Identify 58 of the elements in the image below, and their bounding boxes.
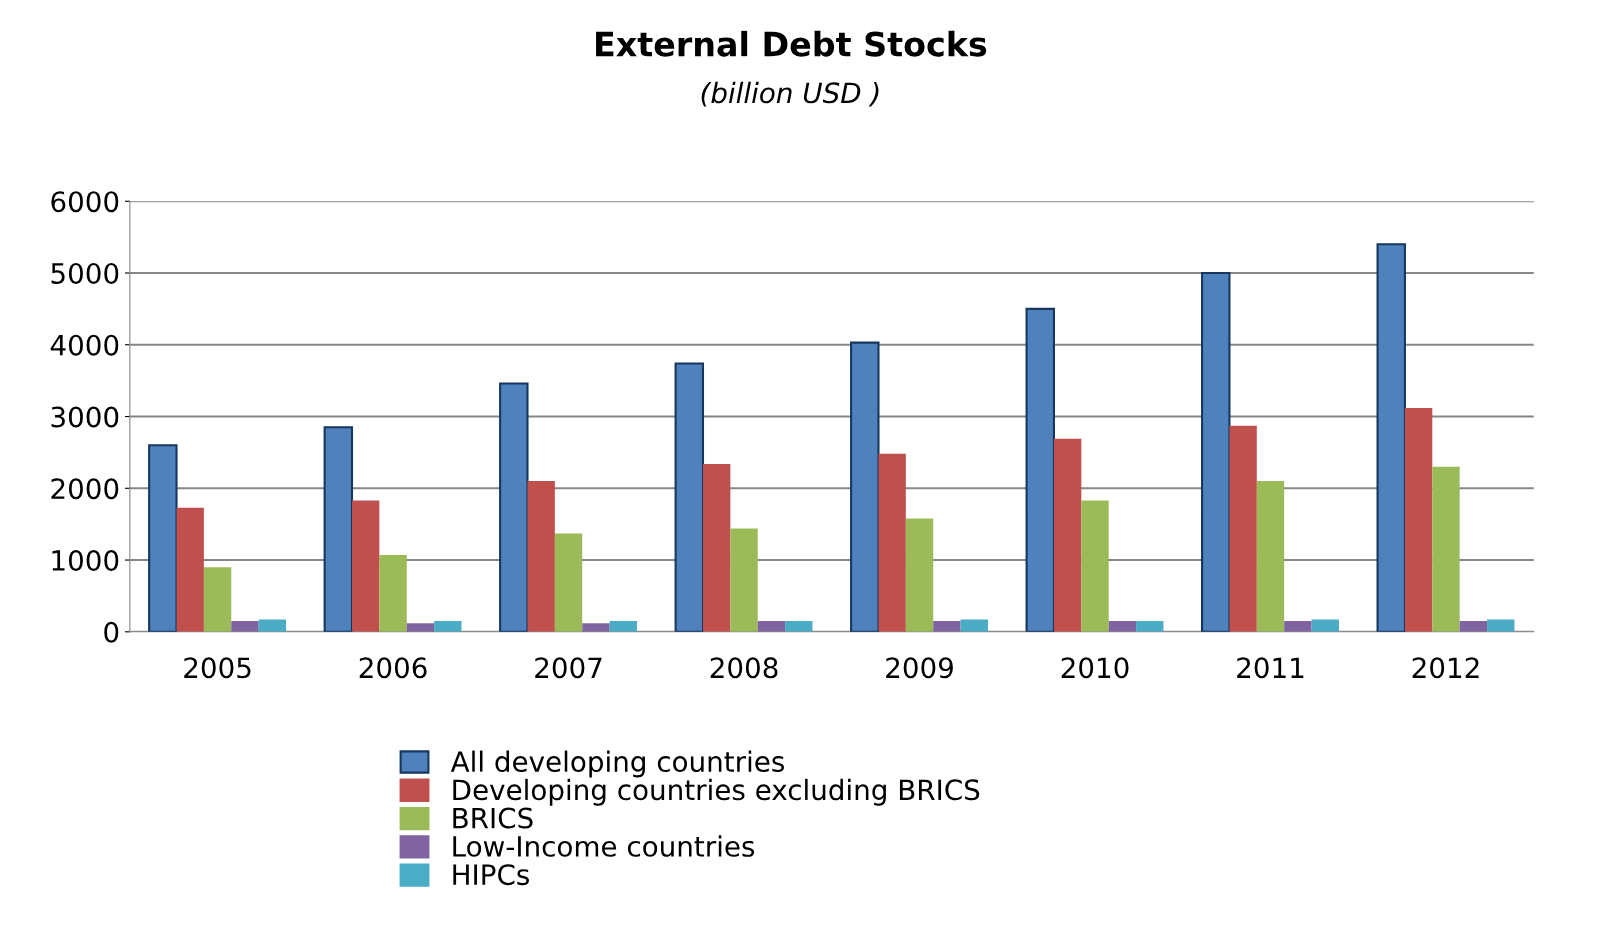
legend-label: Low-Income countries: [453, 835, 755, 857]
bar: [1201, 271, 1231, 632]
x-tick-label: 2008: [710, 657, 778, 679]
legend-label: HIPCs: [453, 864, 529, 886]
x-tick-label: 2009: [886, 657, 953, 679]
bar: [1459, 621, 1488, 632]
bar: [406, 623, 435, 632]
bar: [933, 621, 961, 632]
bar: [1404, 407, 1433, 632]
bar: [850, 341, 880, 632]
bar: [1053, 438, 1082, 632]
bar: [609, 621, 637, 632]
bar: [203, 567, 232, 632]
bar: [1284, 621, 1312, 632]
bar: [1025, 307, 1055, 632]
bar: [379, 555, 407, 632]
bar: [730, 528, 758, 632]
bar: [231, 621, 259, 632]
x-tick-label: 2010: [1061, 657, 1129, 679]
bar: [785, 621, 813, 632]
chart-title: External Debt Stocks: [596, 30, 987, 57]
legend-label: BRICS: [453, 807, 533, 829]
y-tick-label: 5000: [51, 262, 119, 284]
legend-label: All developing countries: [450, 750, 784, 778]
bar: [1256, 481, 1285, 632]
x-tick-label: 2011: [1237, 657, 1304, 679]
y-tick-label: 0: [104, 621, 119, 643]
bar: [148, 444, 178, 632]
y-tick-label: 3000: [51, 406, 119, 428]
bar: [674, 362, 705, 632]
bar: [1432, 466, 1460, 632]
x-tick-label: 2007: [535, 657, 602, 679]
bar: [1136, 621, 1164, 632]
bar: [1108, 621, 1137, 632]
bar: [352, 500, 380, 632]
bar: [878, 453, 906, 632]
legend-label: Developing countries excluding BRICS: [453, 778, 980, 806]
y-tick-label: 4000: [50, 334, 119, 356]
y-tick-label: 1000: [52, 549, 119, 571]
x-tick-label: 2012: [1412, 657, 1479, 679]
bar: [499, 382, 529, 632]
x-tick-label: 2006: [359, 657, 427, 679]
bar: [1376, 243, 1406, 632]
bar: [1229, 425, 1257, 632]
bar: [905, 518, 934, 632]
bar: [1081, 500, 1109, 632]
bar: [554, 533, 583, 632]
bar: [176, 507, 204, 632]
x-tick-label: 2005: [184, 657, 251, 679]
bar: [702, 463, 731, 632]
bar: [434, 621, 462, 632]
bar: [527, 481, 555, 632]
bar: [323, 426, 354, 632]
chart-subtitle: (billion USD ): [701, 81, 879, 107]
bar: [582, 623, 610, 632]
bar: [757, 621, 786, 632]
y-tick-label: 6000: [51, 191, 119, 213]
y-tick-label: 2000: [51, 478, 119, 500]
